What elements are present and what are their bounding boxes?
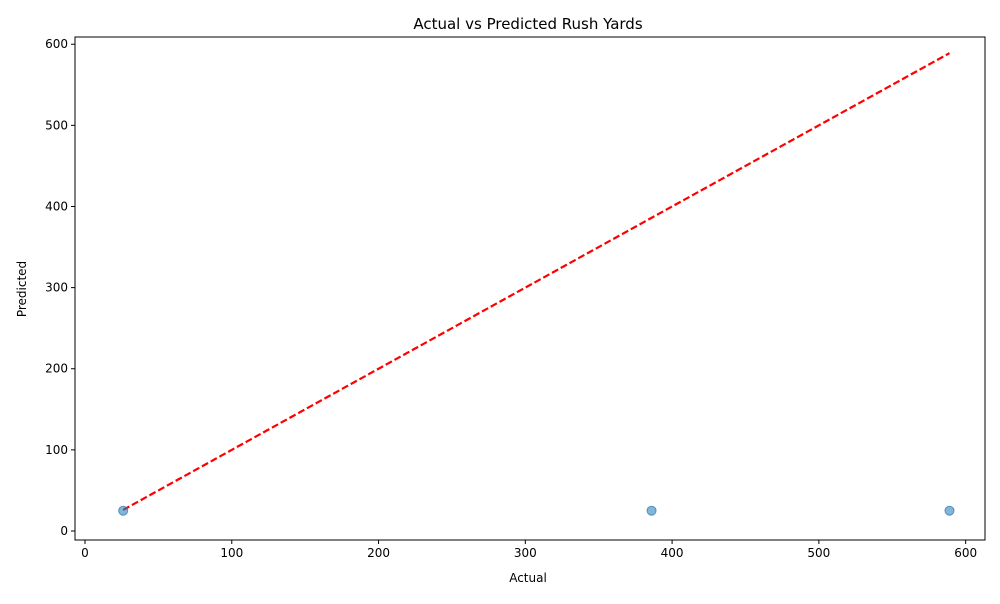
y-tick-label-200: 200 <box>45 362 68 376</box>
x-tick-label-100: 100 <box>220 546 243 560</box>
y-tick-label-0: 0 <box>60 524 68 538</box>
y-tick-label-500: 500 <box>45 118 68 132</box>
y-tick-label-300: 300 <box>45 281 68 295</box>
y-tick-label-600: 600 <box>45 37 68 51</box>
data-point-0 <box>118 505 129 516</box>
plot-frame <box>74 36 986 541</box>
x-tick-label-300: 300 <box>514 546 537 560</box>
x-tick-label-500: 500 <box>807 546 830 560</box>
x-tick-label-0: 0 <box>81 546 89 560</box>
y-tick-label-100: 100 <box>45 443 68 457</box>
x-tick-label-400: 400 <box>661 546 684 560</box>
y-tick-label-400: 400 <box>45 199 68 213</box>
x-axis: 0 100 200 300 400 500 600 <box>81 540 977 560</box>
y-axis: 0 100 200 300 400 500 600 <box>45 37 75 538</box>
plot-area <box>118 52 955 516</box>
x-tick-label-200: 200 <box>367 546 390 560</box>
reference-line <box>122 52 951 511</box>
y-axis-label: Predicted <box>15 261 29 317</box>
chart-title: Actual vs Predicted Rush Yards <box>413 15 642 33</box>
data-point-1 <box>646 505 657 516</box>
x-tick-label-600: 600 <box>954 546 977 560</box>
data-point-2 <box>944 505 955 516</box>
x-axis-label: Actual <box>509 571 547 585</box>
